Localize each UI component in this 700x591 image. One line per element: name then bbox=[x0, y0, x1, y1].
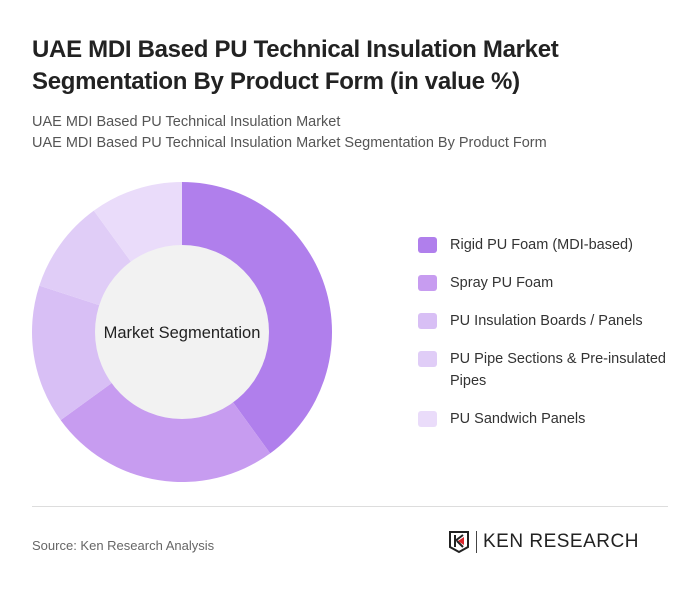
legend-item: PU Pipe Sections & Pre-insulated Pipes bbox=[418, 348, 688, 392]
ken-research-logo: KEN RESEARCH bbox=[448, 530, 639, 554]
subtitle-1: UAE MDI Based PU Technical Insulation Ma… bbox=[32, 114, 341, 130]
divider bbox=[32, 506, 668, 507]
legend-item: Rigid PU Foam (MDI-based) bbox=[418, 234, 688, 256]
legend-item: Spray PU Foam bbox=[418, 272, 688, 294]
center-label: Market Segmentation bbox=[104, 324, 261, 342]
legend-label: PU Insulation Boards / Panels bbox=[450, 313, 643, 329]
legend-swatch bbox=[418, 313, 437, 329]
legend-item: PU Insulation Boards / Panels bbox=[418, 310, 688, 332]
legend-label: PU Pipe Sections & Pre-insulated Pipes bbox=[450, 351, 666, 389]
logo-text: KEN RESEARCH bbox=[483, 531, 639, 552]
legend-label: Spray PU Foam bbox=[450, 275, 554, 291]
legend-label: PU Sandwich Panels bbox=[450, 411, 586, 427]
logo-mark-icon bbox=[449, 531, 469, 554]
legend-label: Rigid PU Foam (MDI-based) bbox=[450, 237, 633, 253]
legend-swatch bbox=[418, 411, 437, 427]
legend-swatch bbox=[418, 237, 437, 253]
legend: Rigid PU Foam (MDI-based) Spray PU Foam PU… bbox=[418, 234, 688, 446]
legend-swatch bbox=[418, 275, 437, 291]
source-note: Source: Ken Research Analysis bbox=[32, 538, 215, 553]
legend-item: PU Sandwich Panels bbox=[418, 408, 688, 430]
legend-swatch bbox=[418, 351, 437, 367]
donut-chart: Market Segmentation bbox=[32, 182, 332, 482]
donut-hole bbox=[95, 245, 269, 419]
subtitle-2: UAE MDI Based PU Technical Insulation Ma… bbox=[32, 135, 547, 151]
chart-title: UAE MDI Based PU Technical Insulation Ma… bbox=[32, 36, 559, 95]
